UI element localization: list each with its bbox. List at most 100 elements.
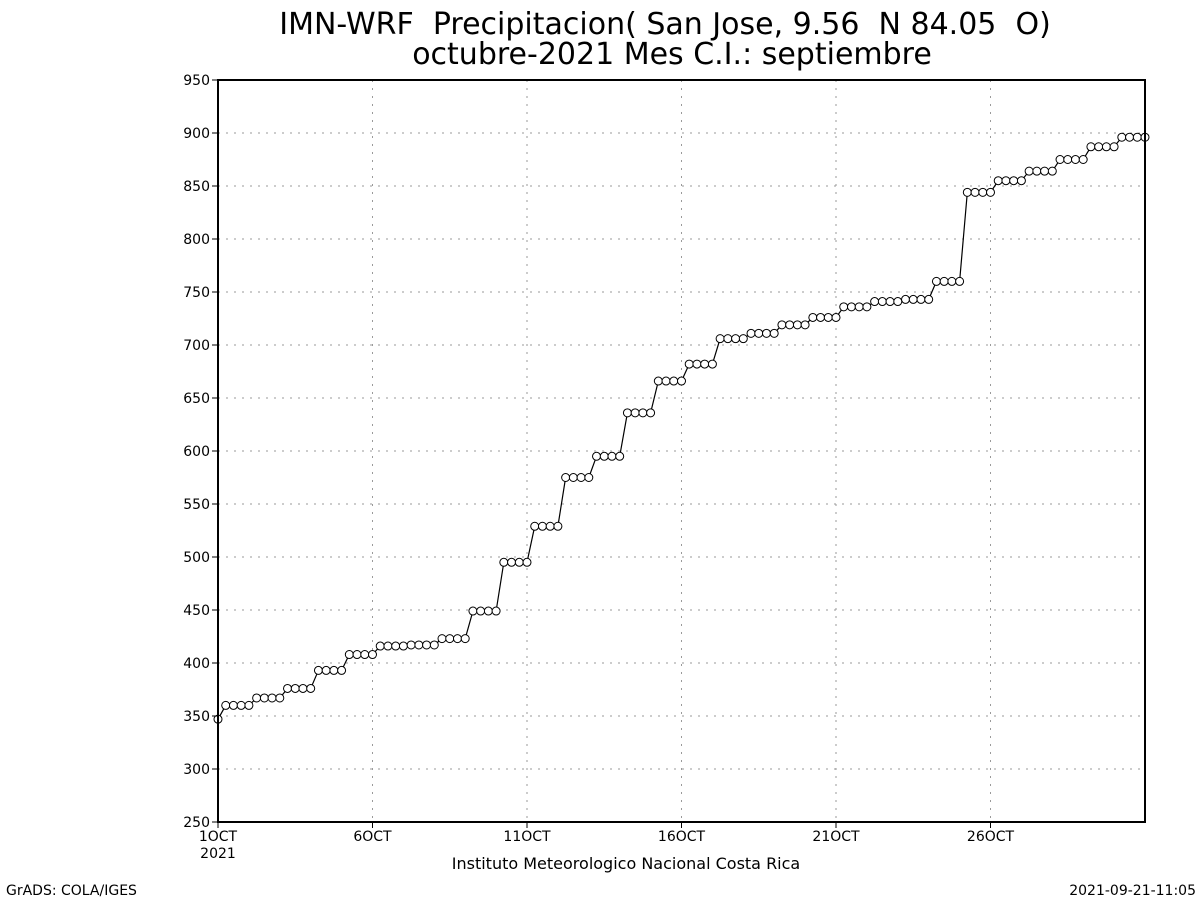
x-tick-label: 11OCT [503, 829, 551, 845]
data-point [846, 302, 856, 312]
y-tick-label: 250 [183, 815, 210, 831]
data-point [290, 683, 300, 693]
data-point [607, 451, 617, 461]
data-point [785, 320, 795, 330]
data-point [522, 557, 532, 567]
data-point [646, 408, 656, 418]
data-point [584, 473, 594, 482]
data-point [978, 187, 988, 197]
data-point [754, 328, 764, 338]
data-point [993, 176, 1003, 186]
data-point [298, 683, 308, 693]
data-point [352, 650, 362, 660]
data-point [259, 693, 269, 703]
data-point [893, 297, 903, 307]
data-point [329, 665, 339, 675]
data-point [360, 650, 370, 660]
y-axis-ticks: 250 300 350 400 450 500 550 600 650 700 750 800 850 9… [183, 73, 218, 831]
data-point [792, 320, 802, 330]
data-point [901, 294, 911, 304]
data-point [337, 665, 347, 675]
data-point [707, 359, 717, 369]
data-point [653, 376, 663, 386]
data-point [715, 334, 725, 344]
data-point [445, 634, 455, 644]
x-axis-label: Instituto Meteorologico Nacional Costa R… [452, 854, 800, 873]
data-point [1109, 142, 1119, 152]
data-point [599, 451, 609, 461]
data-point [468, 606, 478, 616]
y-tick-label: 750 [183, 285, 210, 301]
y-tick-label: 850 [183, 179, 210, 195]
data-point [870, 297, 880, 307]
data-point [537, 521, 547, 531]
data-point [267, 693, 277, 703]
data-point [592, 451, 602, 461]
data-point [692, 359, 702, 369]
data-point [877, 297, 887, 307]
data-point [700, 359, 710, 369]
data-point [344, 650, 354, 660]
data-point [800, 320, 810, 330]
data-point [1125, 132, 1135, 142]
data-point [1009, 176, 1019, 186]
data-point [429, 640, 439, 650]
y-tick-label: 700 [183, 338, 210, 354]
data-point [228, 700, 238, 710]
data-point [375, 641, 385, 651]
data-point [236, 700, 246, 710]
data-point [761, 328, 771, 338]
data-point [460, 634, 470, 644]
y-tick-label: 950 [183, 73, 210, 89]
data-point [769, 328, 779, 338]
grid-lines [218, 80, 1145, 822]
y-tick-label: 300 [183, 762, 210, 778]
data-point [862, 302, 872, 312]
data-point [669, 376, 679, 386]
data-point [854, 302, 864, 312]
data-point [368, 650, 377, 660]
data-point [622, 408, 632, 418]
data-point [808, 312, 818, 322]
data-point [816, 312, 826, 322]
y-tick-label: 400 [183, 656, 210, 672]
data-point [391, 641, 401, 651]
y-tick-label: 650 [183, 391, 210, 407]
year-label: 2021 [200, 846, 236, 862]
y-tick-label: 550 [183, 497, 210, 513]
data-point [931, 276, 941, 286]
data-point [939, 276, 949, 286]
y-tick-label: 800 [183, 232, 210, 248]
data-point [283, 683, 293, 693]
data-point [568, 473, 578, 482]
data-point [1094, 142, 1104, 152]
data-point [970, 187, 980, 197]
x-tick-label: 21OCT [812, 829, 860, 845]
data-point [1024, 166, 1034, 176]
data-point [1086, 142, 1096, 152]
data-point [306, 683, 316, 693]
footer-software-credit: GrADS: COLA/IGES [6, 883, 137, 899]
data-point [561, 473, 571, 482]
y-tick-label: 350 [183, 709, 210, 725]
data-point [252, 693, 262, 703]
data-point [955, 276, 965, 286]
y-tick-label: 500 [183, 550, 210, 566]
data-point [831, 312, 841, 322]
data-point [731, 334, 741, 344]
data-point [962, 187, 972, 197]
data-point [514, 557, 524, 567]
y-tick-label: 450 [183, 603, 210, 619]
data-point [530, 521, 540, 531]
data-point [1040, 166, 1050, 176]
data-point [908, 294, 918, 304]
data-point [553, 521, 563, 531]
data-point [738, 334, 748, 344]
data-point [321, 665, 331, 675]
chart-title-line2: octubre-2021 Mes C.I.: septiembre [412, 37, 932, 72]
data-point [545, 521, 555, 531]
data-point [638, 408, 648, 418]
data-point [916, 294, 926, 304]
data-point [452, 634, 462, 644]
